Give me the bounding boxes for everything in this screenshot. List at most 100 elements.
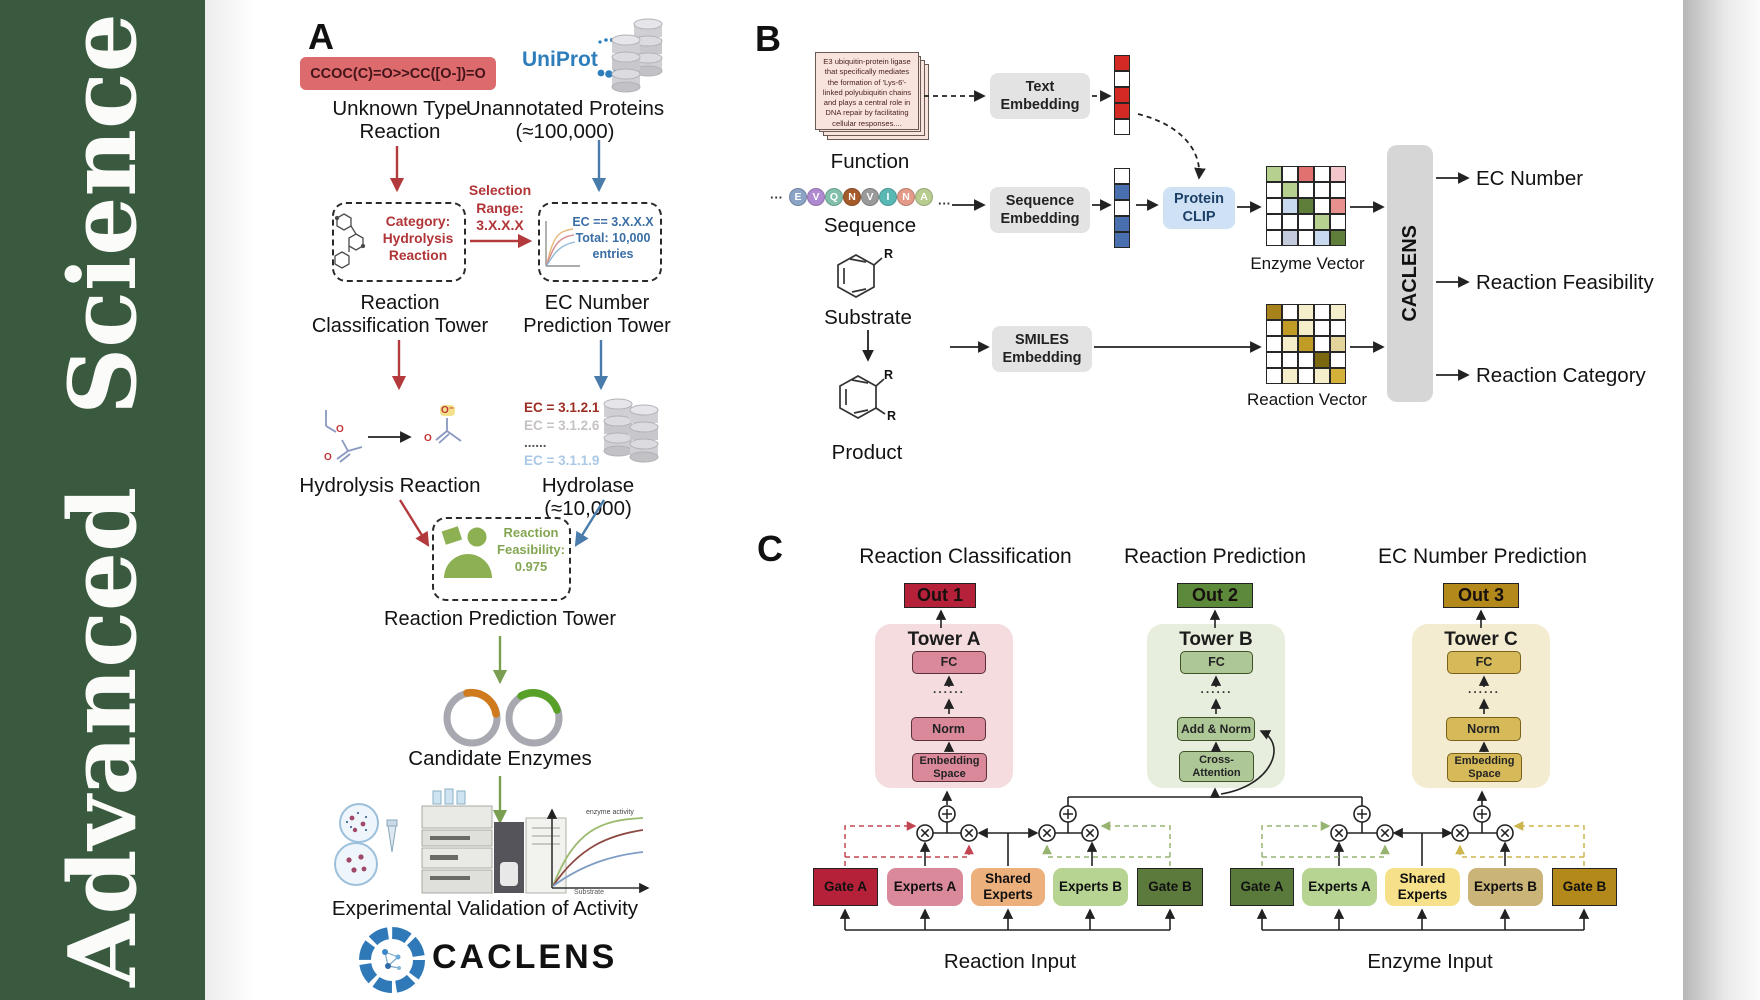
- page-left-shadow: [205, 0, 253, 1000]
- ec-number-item: EC = 3.1.2.1: [524, 400, 600, 415]
- out-1-box: Out 1: [904, 583, 976, 608]
- text-embedding-box: Text Embedding: [990, 73, 1090, 119]
- oxygen-atom-label: O: [424, 433, 432, 444]
- unknown-reaction-caption: Unknown Type Reaction: [332, 97, 468, 144]
- out-2-box: Out 2: [1177, 583, 1253, 608]
- enzyme-vector-caption: Enzyme Vector: [1250, 254, 1365, 273]
- vector-cell: [1266, 214, 1282, 230]
- output-ec-number: EC Number: [1476, 167, 1584, 190]
- vector-cell: [1298, 214, 1314, 230]
- vector-cell: [1114, 168, 1130, 184]
- vector-cell: [1314, 320, 1330, 336]
- vector-cell: [1114, 119, 1130, 135]
- vector-cell: [1282, 320, 1298, 336]
- r-group-label: R: [884, 368, 894, 382]
- caclens-bar-label: CACLENS: [1398, 225, 1421, 322]
- ec-match-note: EC == 3.X.X.X: [572, 215, 654, 229]
- vector-cell: [1114, 103, 1130, 119]
- enzyme-vector-grid: [1266, 166, 1346, 246]
- vector-cell: [1114, 216, 1130, 232]
- vector-cell: [1314, 368, 1330, 384]
- ec-number-prediction-title: EC Number Prediction: [1378, 545, 1587, 568]
- ec-number-item: ......: [524, 435, 547, 451]
- sequence-ellipsis-left: ···: [770, 190, 783, 205]
- vector-cell: [1330, 352, 1346, 368]
- moe-right-experts-a: Experts A: [1302, 868, 1377, 906]
- vector-cell: [1266, 198, 1282, 214]
- vector-cell: [1114, 184, 1130, 200]
- hydrolysis-reaction-caption: Hydrolysis Reaction: [299, 474, 481, 497]
- ec-number-tower-caption: EC Number Prediction Tower: [523, 292, 671, 337]
- caclens-wordmark: CACLENS: [432, 938, 618, 976]
- acetate-molecule-drawing: [435, 418, 462, 444]
- enzyme-input-caption: Enzyme Input: [1367, 950, 1493, 973]
- function-text-card: E3 ubiquitin-protein ligase that specifi…: [815, 52, 919, 130]
- oxygen-atom-label: O: [324, 452, 332, 463]
- moe-right-gate-a: Gate A: [1230, 868, 1294, 906]
- vector-cell: [1314, 214, 1330, 230]
- amino-acid-circle: V: [861, 188, 879, 206]
- vector-cell: [1330, 230, 1346, 246]
- out-3-box: Out 3: [1443, 583, 1519, 608]
- journal-sidebar: Advanced Science: [0, 0, 205, 1000]
- tower-c-fc-layer: FC: [1447, 651, 1521, 674]
- amino-acid-circle: Q: [825, 188, 843, 206]
- vector-cell: [1282, 166, 1298, 182]
- tower-a-fc-layer: FC: [912, 651, 986, 674]
- output-reaction-category: Reaction Category: [1476, 364, 1646, 387]
- vector-cell: [1282, 182, 1298, 198]
- amino-acid-circle: I: [879, 188, 897, 206]
- vector-cell: [1314, 182, 1330, 198]
- vector-cell: [1330, 368, 1346, 384]
- vector-cell: [1298, 352, 1314, 368]
- tower-a-embedding-layer: Embedding Space: [912, 753, 987, 782]
- vector-cell: [1314, 230, 1330, 246]
- vector-cell: [1330, 182, 1346, 198]
- journal-word-advanced: Advanced: [48, 486, 157, 987]
- uniprot-logo: UniProt: [522, 48, 598, 71]
- output-reaction-feasibility: Reaction Feasibility: [1476, 271, 1654, 294]
- vector-cell: [1314, 198, 1330, 214]
- kinetics-graph-icon: [546, 808, 650, 894]
- enzyme-badge: Enzyme: [455, 564, 485, 573]
- journal-word-science: Science: [48, 13, 157, 415]
- ec-number-item: EC = 3.1.1.9: [524, 452, 600, 468]
- vector-cell: [1266, 230, 1282, 246]
- vector-cell: [1314, 336, 1330, 352]
- tower-c-norm-layer: Norm: [1446, 717, 1521, 741]
- vector-cell: [1314, 352, 1330, 368]
- vector-cell: [1330, 166, 1346, 182]
- vector-cell: [1298, 166, 1314, 182]
- tower-b-dots: ......: [1200, 682, 1233, 696]
- rate-of-reaction-axis-label: Rate of reaction: [538, 836, 545, 882]
- sequence-caption: Sequence: [823, 214, 917, 237]
- protein-clip-box: Protein CLIP: [1163, 187, 1235, 229]
- vector-cell: [1314, 166, 1330, 182]
- tower-b-cross-attention-layer: Cross-Attention: [1179, 751, 1254, 782]
- uniprot-database-icon: [611, 18, 663, 93]
- caclens-model-bar: CACLENS: [1387, 145, 1433, 402]
- category-note: Category: Hydrolysis Reaction: [382, 214, 454, 264]
- oxygen-anion-label: O⁻: [440, 405, 456, 416]
- tower-c-dots: ......: [1467, 682, 1500, 696]
- vector-cell: [1114, 87, 1130, 103]
- vector-cell: [1330, 214, 1346, 230]
- vector-cell: [1298, 320, 1314, 336]
- vector-cell: [1114, 71, 1130, 87]
- moe-left-gate-b: Gate B: [1137, 868, 1203, 906]
- text-embedding-vector: [1114, 55, 1130, 135]
- tower-a-dots: ......: [932, 682, 965, 696]
- moe-left-gate-a: Gate A: [813, 868, 878, 906]
- vector-cell: [1298, 336, 1314, 352]
- tower-c-embedding-layer: Embedding Space: [1447, 753, 1522, 782]
- unannotated-proteins-caption: Unannotated Proteins (≈100,000): [465, 97, 665, 144]
- function-caption: Function: [830, 150, 910, 173]
- vector-cell: [1266, 368, 1282, 384]
- reaction-classification-title: Reaction Classification: [859, 545, 1072, 568]
- vector-cell: [1314, 304, 1330, 320]
- moe-right-experts-b: Experts B: [1468, 868, 1543, 906]
- moe-left-shared-experts: Shared Experts: [971, 868, 1045, 906]
- vector-cell: [1330, 336, 1346, 352]
- smiles-reaction-box: CCOC(C)=O>>CC([O-])=O: [300, 57, 496, 90]
- vector-cell: [1282, 214, 1298, 230]
